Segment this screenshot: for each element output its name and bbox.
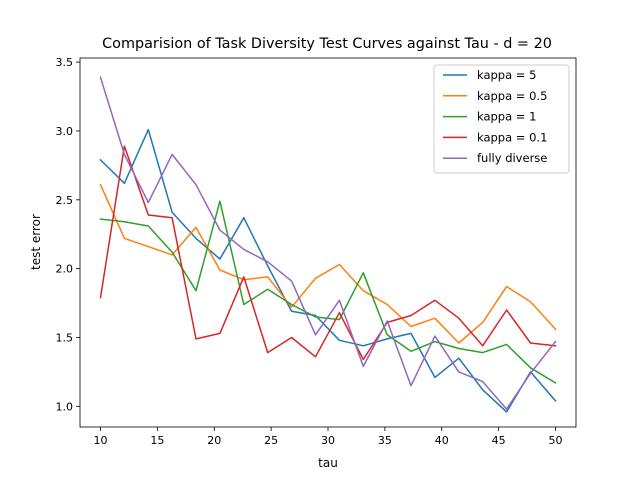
series-line-0 xyxy=(99,128,557,413)
y-tick-label: 2.0 xyxy=(56,263,74,276)
y-tick-label: 2.5 xyxy=(56,194,74,207)
y-axis-label: test error xyxy=(29,214,43,270)
x-axis-label: tau xyxy=(318,456,338,470)
y-tick-label: 1.5 xyxy=(56,332,74,345)
y-tick-label: 3.5 xyxy=(56,56,74,69)
x-tick-label: 25 xyxy=(264,434,278,447)
x-tick-label: 30 xyxy=(321,434,335,447)
legend-label-3: kappa = 0.1 xyxy=(477,130,547,144)
y-tick-label: 1.0 xyxy=(56,400,74,413)
x-tick-label: 20 xyxy=(207,434,221,447)
x-tick-label: 15 xyxy=(150,434,164,447)
chart-title: Comparision of Task Diversity Test Curve… xyxy=(102,36,552,52)
plot-frame xyxy=(79,57,577,428)
legend-label-2: kappa = 1 xyxy=(477,110,536,124)
tick-layer: 10 15 20 25 30 35 40 45 50 1.0 1.5 2.0 2.5 3.0 3.5 xyxy=(56,56,563,447)
legend-label-1: kappa = 0.5 xyxy=(477,89,547,103)
x-tick-label: 45 xyxy=(492,434,506,447)
series-lines xyxy=(99,76,557,413)
legend-box xyxy=(433,64,570,174)
x-tick-label: 50 xyxy=(549,434,563,447)
legend: kappa = 5 kappa = 0.5 kappa = 1 kappa = 0.1… xyxy=(433,64,570,174)
legend-label-0: kappa = 5 xyxy=(477,68,536,82)
series-line-4 xyxy=(99,76,557,410)
series-line-3 xyxy=(99,145,557,361)
series-line-1 xyxy=(99,183,557,344)
legend-label-4: fully diverse xyxy=(477,151,547,165)
x-tick-label: 10 xyxy=(93,434,107,447)
x-tick-label: 40 xyxy=(435,434,449,447)
y-tick-label: 3.0 xyxy=(56,125,74,138)
x-tick-label: 35 xyxy=(378,434,392,447)
